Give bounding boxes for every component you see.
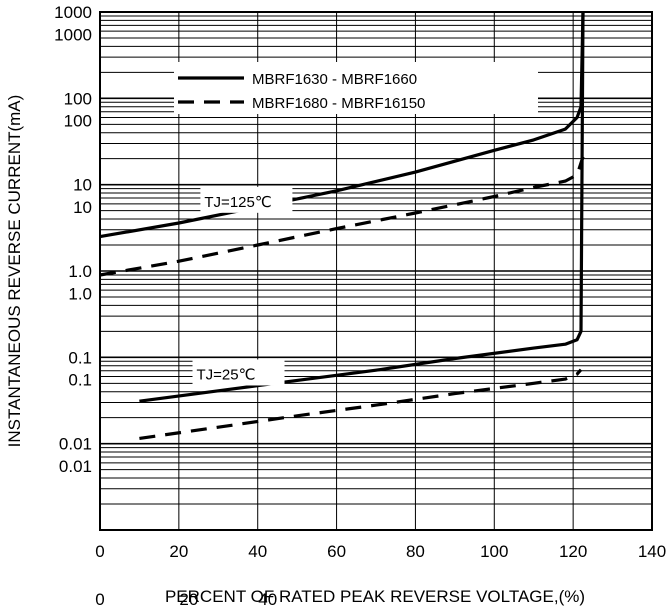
plot-frame: [99, 11, 653, 531]
x-tick-label-duplicate: 20: [179, 590, 198, 609]
y-tick-label: 10: [73, 198, 92, 217]
y-tick-label: 1.0: [68, 262, 92, 281]
legend: MBRF1630 - MBRF1660 MBRF1680 - MBRF16150: [174, 62, 538, 114]
y-tick-label: 0.1: [68, 371, 92, 390]
annotation-bg: [192, 359, 285, 386]
x-tick-label-duplicate: 40: [258, 590, 277, 609]
y-tick-label: 100: [64, 89, 92, 108]
series-line-dashed-tj25: [139, 368, 583, 440]
series-line-dashed-tj125: [99, 156, 585, 277]
y-tick-label: 1.0: [68, 284, 92, 303]
annotation-label: TJ=25℃: [197, 366, 256, 383]
tick-labels: 0 20 40 60 80 100 120 140 0 20 40 1000 1000 100 100 10 1…: [54, 3, 666, 609]
grid-minor: [100, 15, 652, 505]
x-tick-label: 140: [638, 542, 666, 561]
y-tick-label: 10: [73, 176, 92, 195]
y-tick-label: 1000: [54, 25, 92, 44]
y-tick-label: 100: [64, 112, 92, 131]
legend-box: [174, 62, 538, 114]
y-tick-label: 0.01: [59, 457, 92, 476]
x-tick-label: 100: [480, 542, 508, 561]
y-axis-label: INSTANTANEOUS REVERSE CURRENT(mA): [5, 95, 24, 448]
annotation-label: TJ=125℃: [204, 194, 271, 211]
y-tick-label: 1000: [54, 3, 92, 22]
x-tick-label: 80: [406, 542, 425, 561]
annotation-bg: [200, 186, 293, 213]
x-tick-label-duplicate: 0: [95, 590, 104, 609]
annotation-layer: TJ=125℃ TJ=25℃: [192, 186, 293, 386]
x-tick-label: 40: [248, 542, 267, 561]
x-tick-label: 60: [327, 542, 346, 561]
x-tick-label: 120: [559, 542, 587, 561]
x-axis-label: PERCENT OF RATED PEAK REVERSE VOLTAGE,(%…: [165, 587, 585, 606]
x-tick-label: 0: [95, 542, 104, 561]
y-tick-label: 0.01: [59, 435, 92, 454]
legend-label: MBRF1680 - MBRF16150: [252, 95, 425, 112]
y-tick-label: 0.1: [68, 348, 92, 367]
legend-label: MBRF1630 - MBRF1660: [252, 71, 417, 88]
x-tick-label: 20: [169, 542, 188, 561]
series-line-solid-tj25: [139, 11, 585, 403]
